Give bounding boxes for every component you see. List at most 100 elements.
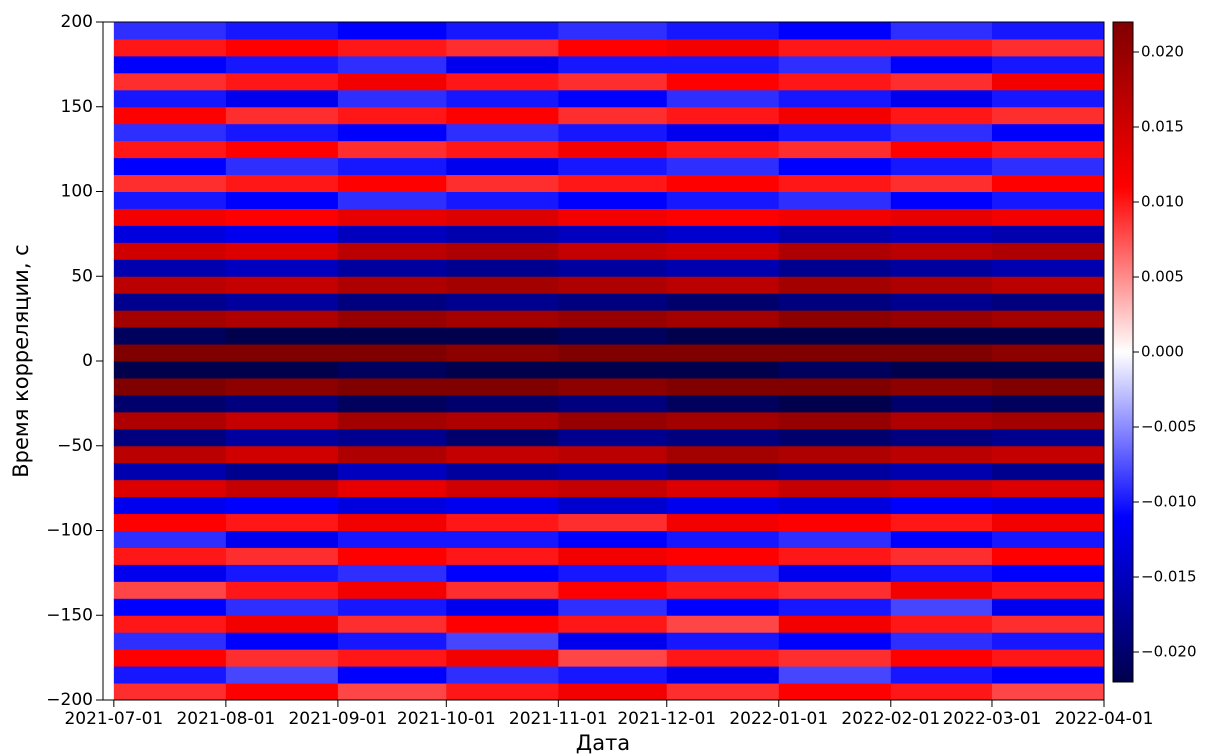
- heatmap-cell: [666, 106, 780, 125]
- heatmap-cell: [778, 394, 892, 413]
- heatmap-cell: [337, 513, 447, 531]
- heatmap-cell: [991, 242, 1105, 260]
- heatmap-cell: [991, 191, 1105, 209]
- heatmap-cell: [558, 649, 668, 667]
- heatmap-cell: [778, 361, 892, 379]
- heatmap-cell: [991, 208, 1105, 226]
- y-tick-label: −100: [46, 521, 93, 541]
- heatmap-cell: [558, 327, 668, 345]
- heatmap-cell: [890, 462, 993, 481]
- heatmap-cell: [890, 479, 993, 498]
- heatmap-cell: [225, 123, 339, 142]
- heatmap-cell: [558, 683, 668, 701]
- heatmap-cell: [666, 496, 780, 515]
- heatmap-cell: [558, 106, 668, 125]
- heatmap-cell: [890, 361, 993, 379]
- heatmap-cell: [337, 140, 447, 159]
- heatmap-cell: [991, 123, 1105, 142]
- heatmap-cell: [558, 157, 668, 176]
- heatmap-cell: [558, 174, 668, 192]
- heatmap-cell: [113, 530, 227, 548]
- heatmap-cell: [446, 598, 559, 616]
- heatmap-cell: [778, 649, 892, 667]
- heatmap-cell: [337, 208, 447, 226]
- colorbar-tick-label: −0.020: [1141, 643, 1197, 661]
- heatmap-cell: [113, 293, 227, 311]
- heatmap-cell: [225, 72, 339, 91]
- y-tick-label: 0: [82, 351, 93, 371]
- heatmap-cell: [666, 72, 780, 91]
- heatmap-cell: [337, 242, 447, 260]
- heatmap-cell: [558, 598, 668, 616]
- heatmap-cell: [446, 632, 559, 650]
- heatmap-cell: [337, 632, 447, 650]
- heatmap-cell: [778, 259, 892, 277]
- heatmap-cell: [890, 564, 993, 582]
- y-tick-label: 50: [71, 266, 93, 286]
- heatmap-cell: [558, 615, 668, 633]
- heatmap-cell: [666, 225, 780, 243]
- heatmap-cell: [778, 411, 892, 430]
- heatmap-cell: [666, 377, 780, 396]
- heatmap-cell: [225, 632, 339, 650]
- heatmap-cell: [778, 445, 892, 464]
- heatmap-cell: [225, 361, 339, 379]
- heatmap-cell: [446, 683, 559, 701]
- heatmap-cell: [890, 547, 993, 565]
- heatmap-cell: [991, 632, 1105, 650]
- heatmap-cell: [666, 191, 780, 209]
- heatmap-cell: [113, 327, 227, 345]
- heatmap-cell: [890, 394, 993, 413]
- heatmap-cell: [890, 683, 993, 701]
- heatmap-cell: [778, 598, 892, 616]
- heatmap-cell: [991, 344, 1105, 362]
- heatmap-cell: [225, 394, 339, 413]
- y-tick-label: 200: [61, 12, 93, 32]
- heatmap-cell: [778, 22, 892, 40]
- x-tick-label: 2021-11-01: [509, 709, 608, 729]
- heatmap-cell: [337, 293, 447, 311]
- heatmap-cell: [778, 157, 892, 176]
- heatmap-cell: [778, 276, 892, 294]
- heatmap-cell: [113, 55, 227, 74]
- heatmap-cell: [666, 411, 780, 430]
- heatmap-cell: [446, 530, 559, 548]
- heatmap-cell: [666, 361, 780, 379]
- heatmap-cell: [225, 208, 339, 226]
- heatmap-cell: [991, 55, 1105, 74]
- heatmap-cell: [666, 683, 780, 701]
- heatmap-cell: [558, 293, 668, 311]
- heatmap-cell: [991, 615, 1105, 633]
- heatmap-cell: [113, 72, 227, 91]
- heatmap-cell: [225, 496, 339, 515]
- heatmap-cell: [558, 89, 668, 108]
- heatmap-cell: [113, 547, 227, 565]
- heatmap-cell: [558, 377, 668, 396]
- heatmap-cell: [337, 564, 447, 582]
- heatmap-cell: [890, 445, 993, 464]
- heatmap-cell: [225, 564, 339, 582]
- heatmap-cell: [113, 242, 227, 260]
- heatmap-cell: [446, 327, 559, 345]
- heatmap-cell: [337, 666, 447, 684]
- heatmap-cell: [558, 72, 668, 91]
- heatmap-cell: [337, 530, 447, 548]
- x-tick-label: 2021-07-01: [64, 709, 163, 729]
- heatmap-cell: [337, 276, 447, 294]
- heatmap-cell: [225, 615, 339, 633]
- heatmap-cell: [446, 615, 559, 633]
- heatmap-cell: [337, 191, 447, 209]
- heatmap-cell: [446, 411, 559, 430]
- heatmap-cell: [991, 361, 1105, 379]
- heatmap-cell: [666, 293, 780, 311]
- heatmap-cell: [991, 530, 1105, 548]
- x-tick-label: 2021-12-01: [617, 709, 716, 729]
- heatmap-cell: [337, 462, 447, 481]
- heatmap-cell: [890, 242, 993, 260]
- heatmap-cell: [225, 191, 339, 209]
- heatmap-cell: [666, 428, 780, 447]
- heatmap-cell: [890, 174, 993, 192]
- heatmap-cell: [446, 72, 559, 91]
- heatmap-cell: [890, 55, 993, 74]
- heatmap-cell: [113, 615, 227, 633]
